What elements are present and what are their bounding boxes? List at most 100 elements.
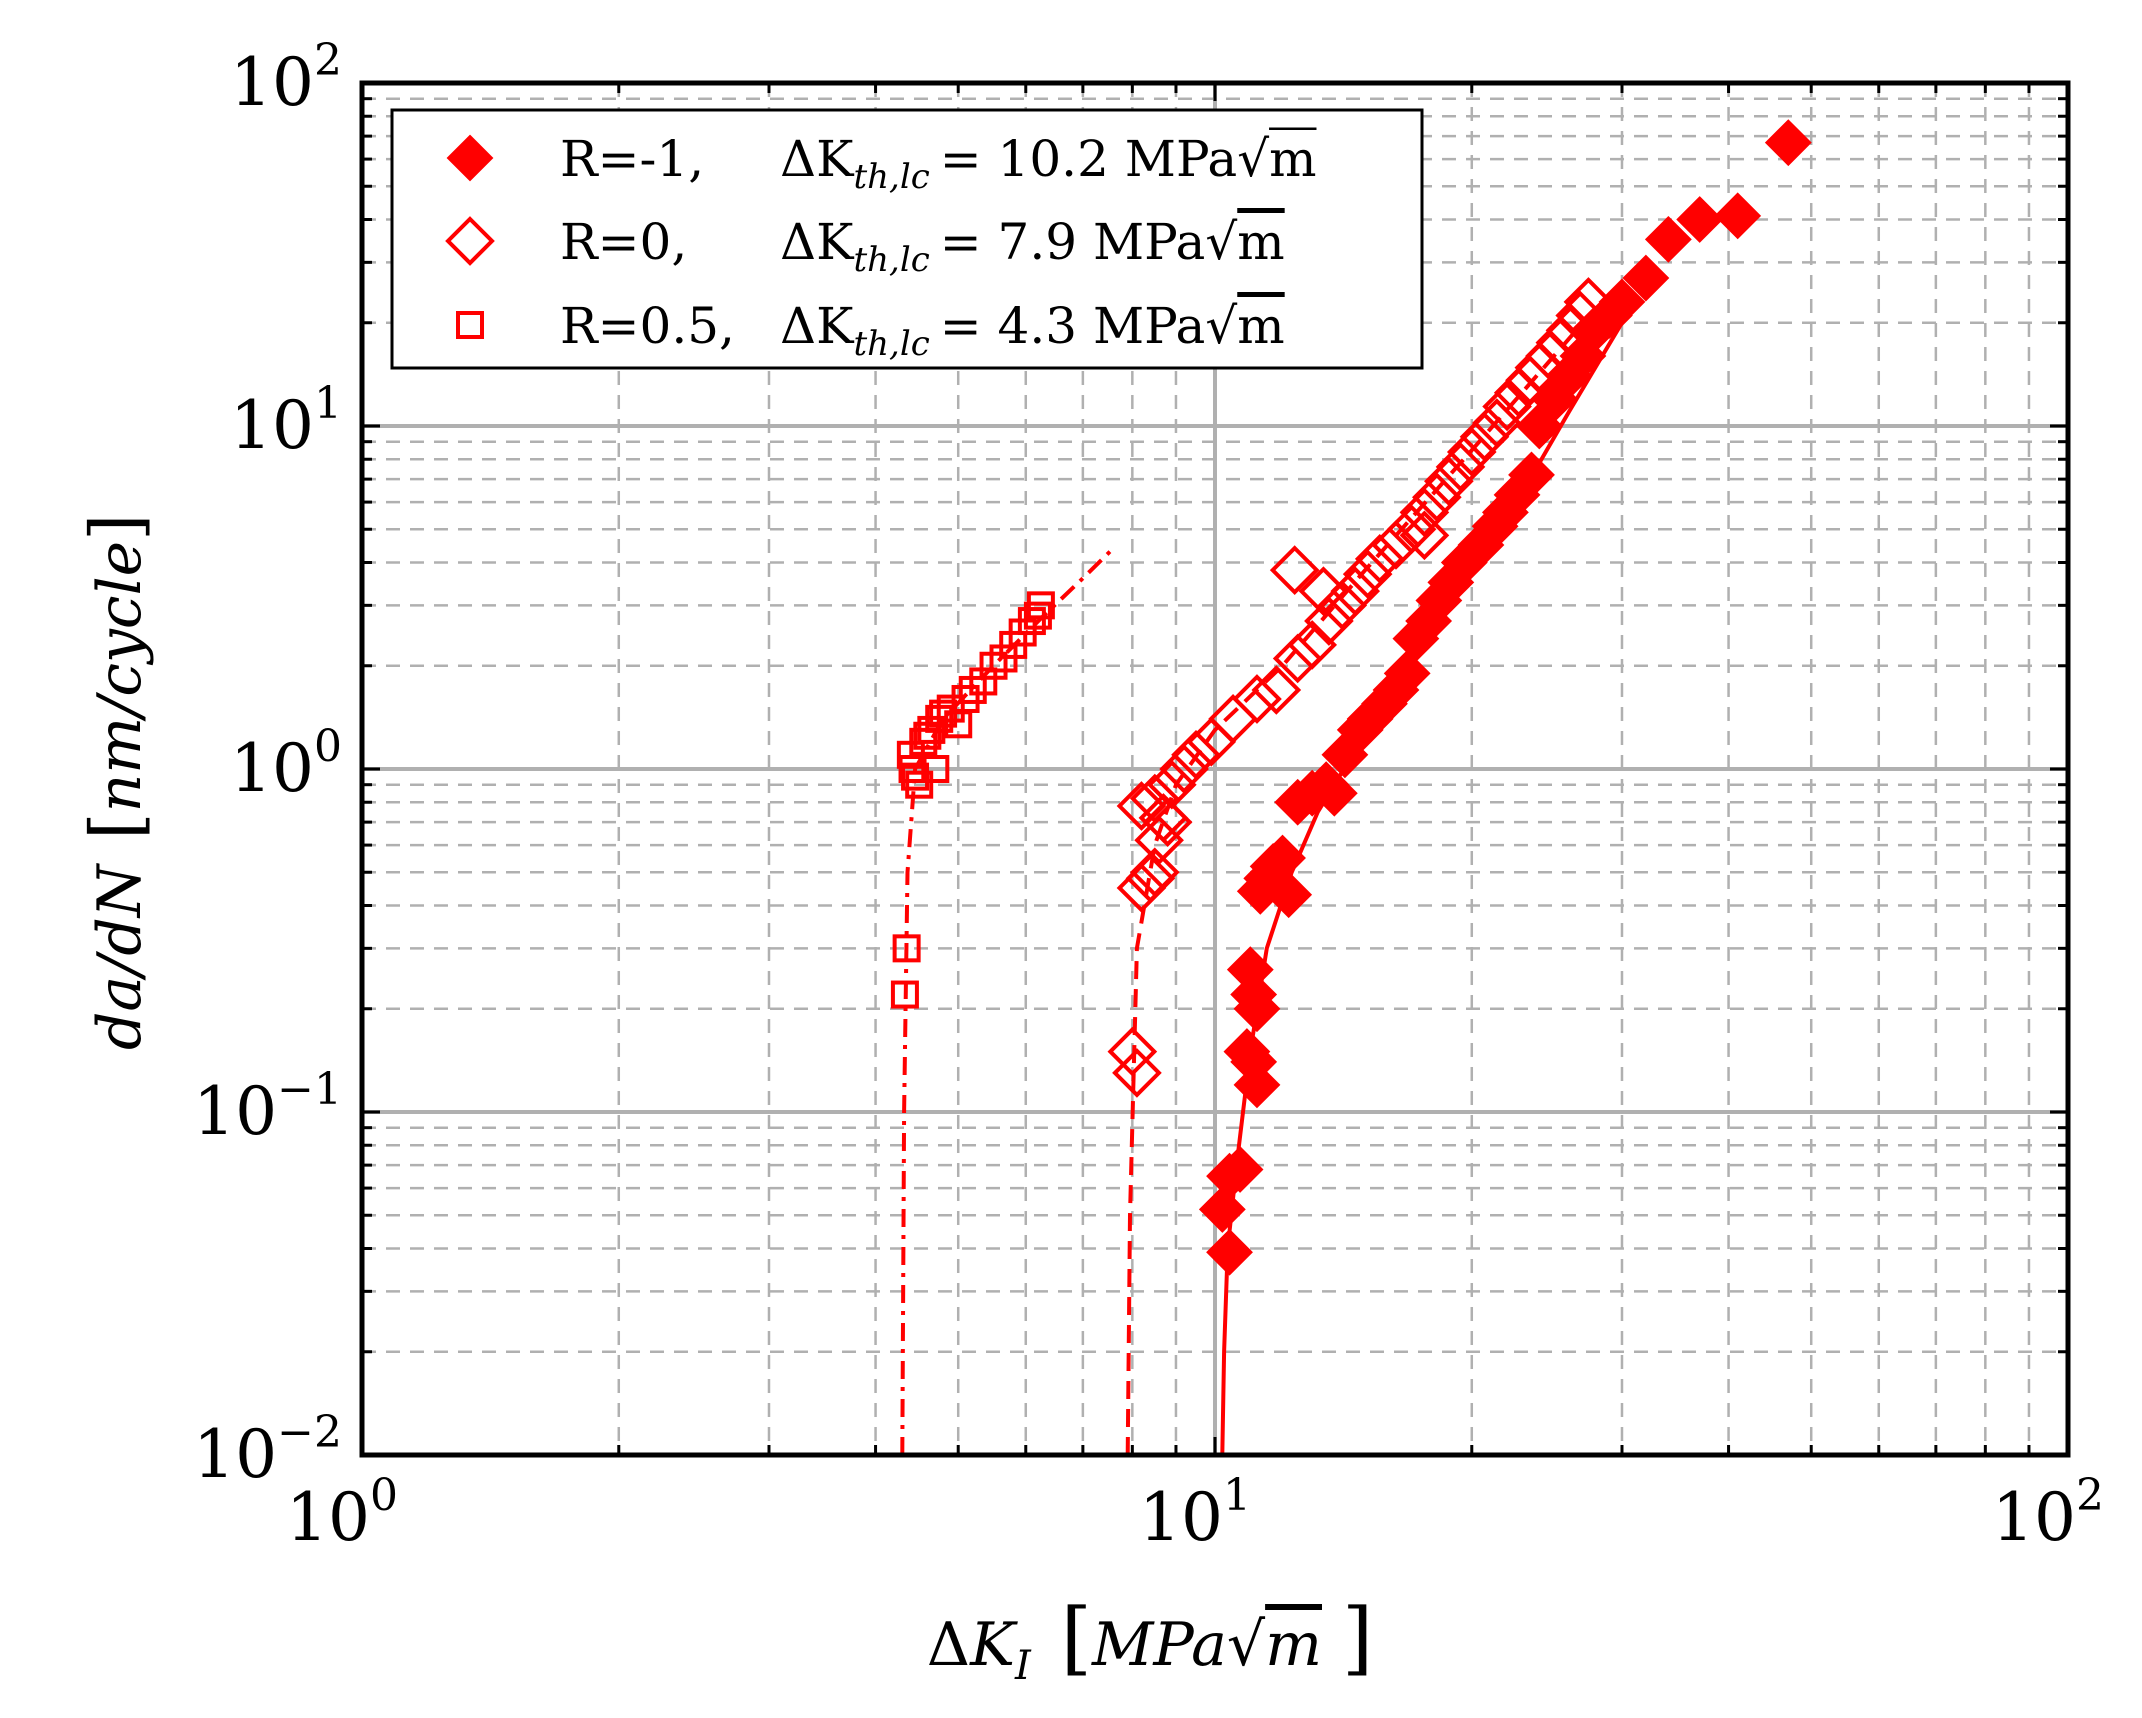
data-point-series-2 xyxy=(1342,549,1393,599)
data-points xyxy=(890,119,1812,1276)
data-point-series-3 xyxy=(951,684,980,713)
y-axis-label-unit: nm/cycle xyxy=(85,541,155,813)
data-point-series-2 xyxy=(1134,815,1184,866)
x-axis-label-k: K xyxy=(969,1610,1018,1680)
svg-text:ΔKI[MPa√m]: ΔKI [MPa√m] xyxy=(927,1591,1373,1689)
data-point-series-3 xyxy=(890,980,919,1009)
data-point-series-3 xyxy=(892,934,921,963)
data-point-series-1 xyxy=(1216,1146,1264,1193)
y-tick-label: 102 xyxy=(230,35,342,121)
axis-ticks: 100 101 102 10−2 10−1 100 101 102 xyxy=(193,35,2104,1556)
data-point-series-2 xyxy=(1424,456,1474,507)
legend: R=-1, ΔKth,lc = 10.2 MPa√m R=0, ΔKth,lc = 7.9… xyxy=(390,108,1424,370)
data-point-series-2 xyxy=(1129,773,1180,824)
data-point-series-2 xyxy=(1112,1048,1162,1098)
data-point-series-2 xyxy=(1287,620,1338,670)
x-axis-label-bracket-open: [ xyxy=(1061,1591,1092,1684)
fit-curve-series-3 xyxy=(900,546,1115,1456)
data-point-series-2 xyxy=(1208,694,1258,744)
data-point-series-2 xyxy=(1272,633,1323,684)
data-point-series-2 xyxy=(1459,411,1510,462)
data-point-series-1 xyxy=(1198,1185,1246,1233)
data-point-series-3 xyxy=(1017,607,1046,636)
data-point-series-2 xyxy=(1304,596,1354,646)
data-point-series-2 xyxy=(1159,744,1209,794)
data-point-series-2 xyxy=(1147,759,1197,810)
x-axis-label-bracket-close: ] xyxy=(1342,1591,1373,1684)
legend-label: R=0.5, ΔKth,lc = 4.3 MPa√m xyxy=(560,297,1285,364)
data-point-series-2 xyxy=(1472,398,1522,448)
data-point-series-1 xyxy=(1265,871,1313,919)
x-axis-label-m: m xyxy=(1265,1610,1322,1680)
data-point-series-2 xyxy=(1298,566,1349,616)
y-axis-label-bracket-open: [ xyxy=(75,812,157,839)
data-point-series-3 xyxy=(905,770,934,799)
data-point-series-2 xyxy=(1371,520,1421,570)
legend-marker xyxy=(456,311,484,339)
data-point-series-2 xyxy=(1399,510,1450,561)
data-point-series-2 xyxy=(1563,277,1614,327)
x-axis-label-unit: MPa xyxy=(1091,1610,1227,1680)
legend-marker xyxy=(446,134,494,182)
x-axis-label-delta: Δ xyxy=(927,1610,970,1680)
data-point-series-3 xyxy=(1026,591,1055,620)
y-tick-label: 10−2 xyxy=(193,1407,342,1493)
data-point-series-1 xyxy=(1644,215,1692,263)
data-point-series-3 xyxy=(921,755,950,783)
data-point-series-2 xyxy=(1412,472,1462,523)
data-point-series-2 xyxy=(1354,533,1405,584)
data-point-series-2 xyxy=(1386,504,1437,555)
data-point-series-2 xyxy=(1116,863,1167,913)
legend-box xyxy=(390,108,1424,370)
data-point-series-2 xyxy=(1107,1026,1158,1077)
data-point-series-1 xyxy=(1230,1038,1278,1086)
data-point-series-1 xyxy=(1206,1228,1253,1276)
legend-item-2: R=0, ΔKth,lc = 7.9 MPa√m xyxy=(445,213,1285,280)
y-tick-label: 10−1 xyxy=(193,1064,342,1150)
data-point-series-3 xyxy=(901,762,930,791)
data-point-series-2 xyxy=(1435,442,1486,492)
y-axis-label-rate: da/dN xyxy=(85,862,155,1050)
legend-item-3: R=0.5, ΔKth,lc = 4.3 MPa√m xyxy=(456,297,1285,364)
x-tick-label: 101 xyxy=(1139,1470,1251,1556)
data-point-series-2 xyxy=(1232,674,1282,724)
data-point-series-2 xyxy=(1171,729,1221,780)
x-axis-label: ΔKI [MPa√m] xyxy=(927,1591,1373,1689)
x-tick-label: 100 xyxy=(286,1470,398,1556)
y-axis-label: da/dN [nm/cycle] xyxy=(75,514,157,1051)
legend-item-1: R=-1, ΔKth,lc = 10.2 MPa√m xyxy=(446,130,1316,197)
data-point-series-2 xyxy=(1555,290,1606,341)
data-point-series-2 xyxy=(1317,580,1368,631)
svg-text:da/dN[nm/cycle]: da/dN [nm/cycle] xyxy=(75,514,157,1051)
data-point-series-1 xyxy=(1714,192,1762,240)
data-point-series-1 xyxy=(1383,649,1431,697)
data-point-series-2 xyxy=(1129,847,1180,898)
data-point-series-2 xyxy=(1482,381,1532,432)
data-point-series-2 xyxy=(1399,487,1450,538)
data-point-series-1 xyxy=(1622,254,1670,302)
data-point-series-1 xyxy=(1233,985,1281,1033)
data-point-series-2 xyxy=(1251,665,1302,715)
x-axis-label-sqrt: √ xyxy=(1227,1610,1266,1680)
y-axis-label-bracket-close: ] xyxy=(75,514,157,541)
y-tick-label: 100 xyxy=(230,721,342,807)
data-point-series-1 xyxy=(1764,119,1812,167)
data-point-series-2 xyxy=(1446,427,1497,477)
x-axis-label-sub: I xyxy=(1014,1643,1032,1689)
data-point-series-2 xyxy=(1535,317,1586,368)
legend-label: R=0, ΔKth,lc = 7.9 MPa√m xyxy=(560,213,1285,280)
data-point-series-1 xyxy=(1508,451,1555,499)
data-point-series-1 xyxy=(1310,769,1358,817)
data-point-series-2 xyxy=(1269,545,1320,595)
data-point-series-3 xyxy=(936,694,965,723)
data-point-series-2 xyxy=(1116,781,1167,831)
data-point-series-1 xyxy=(1598,278,1646,326)
legend-label: R=-1, ΔKth,lc = 10.2 MPa√m xyxy=(560,130,1316,197)
x-tick-label: 102 xyxy=(1992,1470,2104,1556)
y-tick-label: 101 xyxy=(230,378,342,464)
data-point-series-3 xyxy=(979,651,1008,680)
legend-marker xyxy=(445,216,495,266)
data-point-series-1 xyxy=(1676,196,1724,243)
